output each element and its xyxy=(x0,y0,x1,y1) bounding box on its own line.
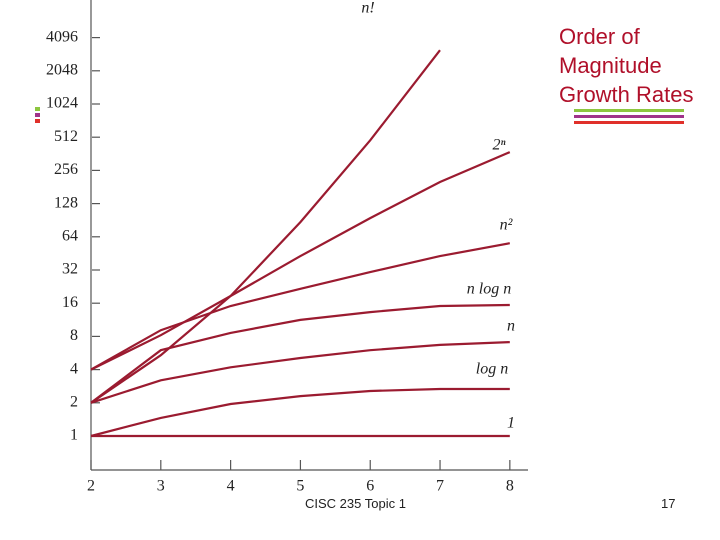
decoration xyxy=(35,107,40,111)
y-tick-label: 256 xyxy=(54,161,78,178)
y-tick-label: 16 xyxy=(62,294,78,311)
y-tick-label: 2 xyxy=(70,393,78,410)
decoration xyxy=(35,113,40,117)
y-tick-label: 4096 xyxy=(46,28,78,45)
decoration xyxy=(574,109,684,112)
decoration xyxy=(35,119,40,123)
y-tick-label: 128 xyxy=(54,194,78,211)
series-line xyxy=(90,341,510,404)
series-label: n log n xyxy=(467,281,511,298)
y-tick-label: 32 xyxy=(62,261,78,278)
page-number: 17 xyxy=(661,496,676,511)
decoration xyxy=(574,121,684,124)
series-label: 2ⁿ xyxy=(492,137,505,154)
y-tick-label: 64 xyxy=(62,227,78,244)
x-tick-label: 7 xyxy=(436,478,444,495)
series-line xyxy=(90,303,510,404)
y-tick-label: 4 xyxy=(70,360,78,377)
y-tick-label: 1 xyxy=(70,427,78,444)
x-tick-label: 3 xyxy=(157,478,165,495)
series-label: n xyxy=(507,318,515,335)
x-tick-label: 2 xyxy=(87,478,95,495)
x-tick-label: 5 xyxy=(296,478,304,495)
series-line xyxy=(90,49,441,404)
x-tick-label: 4 xyxy=(227,478,235,495)
series-label: log n xyxy=(476,361,508,378)
x-tick-label: 6 xyxy=(366,478,374,495)
series-label: n! xyxy=(361,0,374,17)
y-tick-label: 2048 xyxy=(46,61,78,78)
y-tick-label: 8 xyxy=(70,327,78,344)
series-label: n² xyxy=(500,217,514,234)
x-tick-label: 8 xyxy=(506,478,514,495)
series-label: 1 xyxy=(507,415,515,432)
series-line xyxy=(90,151,511,371)
slide-title: Order of Magnitude Growth Rates xyxy=(559,24,694,107)
footer: CISC 235 Topic 1 xyxy=(305,496,406,511)
decoration xyxy=(574,115,684,118)
series-line xyxy=(90,387,510,438)
series-line xyxy=(90,242,510,371)
y-tick-label: 1024 xyxy=(46,95,78,112)
y-tick-label: 512 xyxy=(54,128,78,145)
